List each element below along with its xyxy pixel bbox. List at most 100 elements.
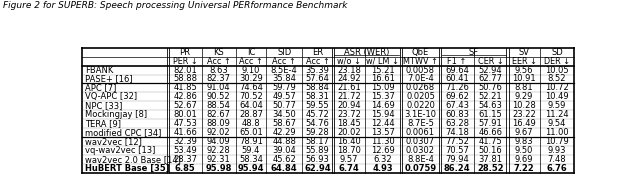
Text: wav2vec 2.0 Base [14]: wav2vec 2.0 Base [14] xyxy=(85,155,181,164)
Text: 56.93: 56.93 xyxy=(306,155,330,164)
Text: HuBERT Base [35]: HuBERT Base [35] xyxy=(85,164,170,173)
Text: 58.17: 58.17 xyxy=(306,137,330,146)
Text: 32.39: 32.39 xyxy=(173,137,197,146)
Text: 79.94: 79.94 xyxy=(445,155,469,164)
Text: 55.89: 55.89 xyxy=(306,146,330,155)
Text: 8.8E-4: 8.8E-4 xyxy=(407,155,434,164)
Text: 28.87: 28.87 xyxy=(239,110,263,119)
Text: Figure 2 for SUPERB: Speech processing Universal PERformance Benchmark: Figure 2 for SUPERB: Speech processing U… xyxy=(3,1,348,10)
Text: 92.02: 92.02 xyxy=(207,128,230,137)
Text: Acc ↑: Acc ↑ xyxy=(239,57,263,66)
Text: 6.74: 6.74 xyxy=(339,164,359,173)
Text: 12.44: 12.44 xyxy=(371,119,395,128)
Text: 62.94: 62.94 xyxy=(304,164,331,173)
Text: 67.43: 67.43 xyxy=(445,101,469,110)
Text: 21.72: 21.72 xyxy=(337,92,361,101)
Text: 9.29: 9.29 xyxy=(515,92,533,101)
Text: 52.94: 52.94 xyxy=(479,65,502,74)
Text: 16.49: 16.49 xyxy=(512,119,536,128)
Text: 60.41: 60.41 xyxy=(445,74,469,83)
Text: 37.81: 37.81 xyxy=(479,155,502,164)
Text: PER ↓: PER ↓ xyxy=(173,57,197,66)
Text: 9.93: 9.93 xyxy=(548,146,566,155)
Text: 62.77: 62.77 xyxy=(479,74,502,83)
Text: 0.0205: 0.0205 xyxy=(406,92,435,101)
Text: 10.28: 10.28 xyxy=(512,101,536,110)
Text: 9.50: 9.50 xyxy=(515,146,533,155)
Text: 78.91: 78.91 xyxy=(239,137,263,146)
Text: w/o ↓: w/o ↓ xyxy=(337,57,361,66)
Text: 8.52: 8.52 xyxy=(548,74,566,83)
Text: 0.0061: 0.0061 xyxy=(406,128,435,137)
Text: 70.57: 70.57 xyxy=(445,146,469,155)
Text: 69.64: 69.64 xyxy=(445,65,469,74)
Text: 52.67: 52.67 xyxy=(173,101,197,110)
Text: 8.7E-5: 8.7E-5 xyxy=(407,119,434,128)
Text: 16.61: 16.61 xyxy=(371,74,395,83)
Text: 74.64: 74.64 xyxy=(239,83,263,93)
Text: 21.61: 21.61 xyxy=(337,83,361,93)
Text: 82.01: 82.01 xyxy=(173,65,197,74)
Text: 65.01: 65.01 xyxy=(239,128,263,137)
Text: 28.37: 28.37 xyxy=(173,155,197,164)
Text: KS: KS xyxy=(213,48,224,57)
Text: QbE: QbE xyxy=(412,48,429,57)
Text: 82.67: 82.67 xyxy=(207,110,230,119)
Text: 8.5E-4: 8.5E-4 xyxy=(271,65,298,74)
Text: wav2vec [12]: wav2vec [12] xyxy=(85,137,142,146)
Text: 50.77: 50.77 xyxy=(272,101,296,110)
Text: 61.15: 61.15 xyxy=(479,110,502,119)
Text: 6.85: 6.85 xyxy=(175,164,195,173)
Text: 14.69: 14.69 xyxy=(371,101,395,110)
Text: 80.01: 80.01 xyxy=(173,110,197,119)
Text: SV: SV xyxy=(518,48,529,57)
Text: 11.00: 11.00 xyxy=(545,128,569,137)
Text: EER ↓: EER ↓ xyxy=(511,57,536,66)
Text: 54.63: 54.63 xyxy=(479,101,502,110)
Text: 15.21: 15.21 xyxy=(371,65,395,74)
Text: 92.31: 92.31 xyxy=(207,155,230,164)
Text: 10.05: 10.05 xyxy=(545,65,569,74)
Text: 0.0759: 0.0759 xyxy=(404,164,436,173)
Text: w/ LM ↓: w/ LM ↓ xyxy=(366,57,399,66)
Text: 77.52: 77.52 xyxy=(445,137,469,146)
Text: IC: IC xyxy=(246,48,255,57)
Text: 94.09: 94.09 xyxy=(207,137,230,146)
Text: 64.04: 64.04 xyxy=(239,101,263,110)
Text: ER: ER xyxy=(312,48,323,57)
Text: 86.24: 86.24 xyxy=(444,164,470,173)
Text: FBANK: FBANK xyxy=(85,65,113,74)
Text: 59.55: 59.55 xyxy=(306,101,330,110)
Text: VQ-APC [32]: VQ-APC [32] xyxy=(85,92,137,101)
Text: 45.72: 45.72 xyxy=(306,110,330,119)
Text: 57.91: 57.91 xyxy=(479,119,502,128)
Text: 18.45: 18.45 xyxy=(337,119,361,128)
Text: PR: PR xyxy=(180,48,191,57)
Text: 58.31: 58.31 xyxy=(306,92,330,101)
Text: 53.49: 53.49 xyxy=(173,146,197,155)
Text: 42.29: 42.29 xyxy=(273,128,296,137)
Text: 41.75: 41.75 xyxy=(479,137,502,146)
Text: modified CPC [34]: modified CPC [34] xyxy=(85,128,161,137)
Text: 88.09: 88.09 xyxy=(207,119,230,128)
Text: 20.94: 20.94 xyxy=(337,101,361,110)
Text: 9.10: 9.10 xyxy=(242,65,260,74)
Text: 7.48: 7.48 xyxy=(548,155,566,164)
Text: 11.30: 11.30 xyxy=(371,137,395,146)
Text: 28.52: 28.52 xyxy=(477,164,504,173)
Text: 82.37: 82.37 xyxy=(207,74,230,83)
Text: 12.69: 12.69 xyxy=(371,146,395,155)
Text: vq-wav2vec [13]: vq-wav2vec [13] xyxy=(85,146,156,155)
Text: 45.62: 45.62 xyxy=(273,155,296,164)
Text: 42.86: 42.86 xyxy=(173,92,197,101)
Text: 7.0E-4: 7.0E-4 xyxy=(407,74,434,83)
Text: 23.22: 23.22 xyxy=(512,110,536,119)
Text: 9.83: 9.83 xyxy=(515,137,533,146)
Text: 74.18: 74.18 xyxy=(445,128,469,137)
Text: 59.28: 59.28 xyxy=(306,128,330,137)
Text: APC [7]: APC [7] xyxy=(85,83,116,93)
Text: 23.72: 23.72 xyxy=(337,110,361,119)
Text: 10.72: 10.72 xyxy=(545,83,569,93)
Text: Acc ↑: Acc ↑ xyxy=(273,57,296,66)
Text: PASE+ [16]: PASE+ [16] xyxy=(85,74,132,83)
